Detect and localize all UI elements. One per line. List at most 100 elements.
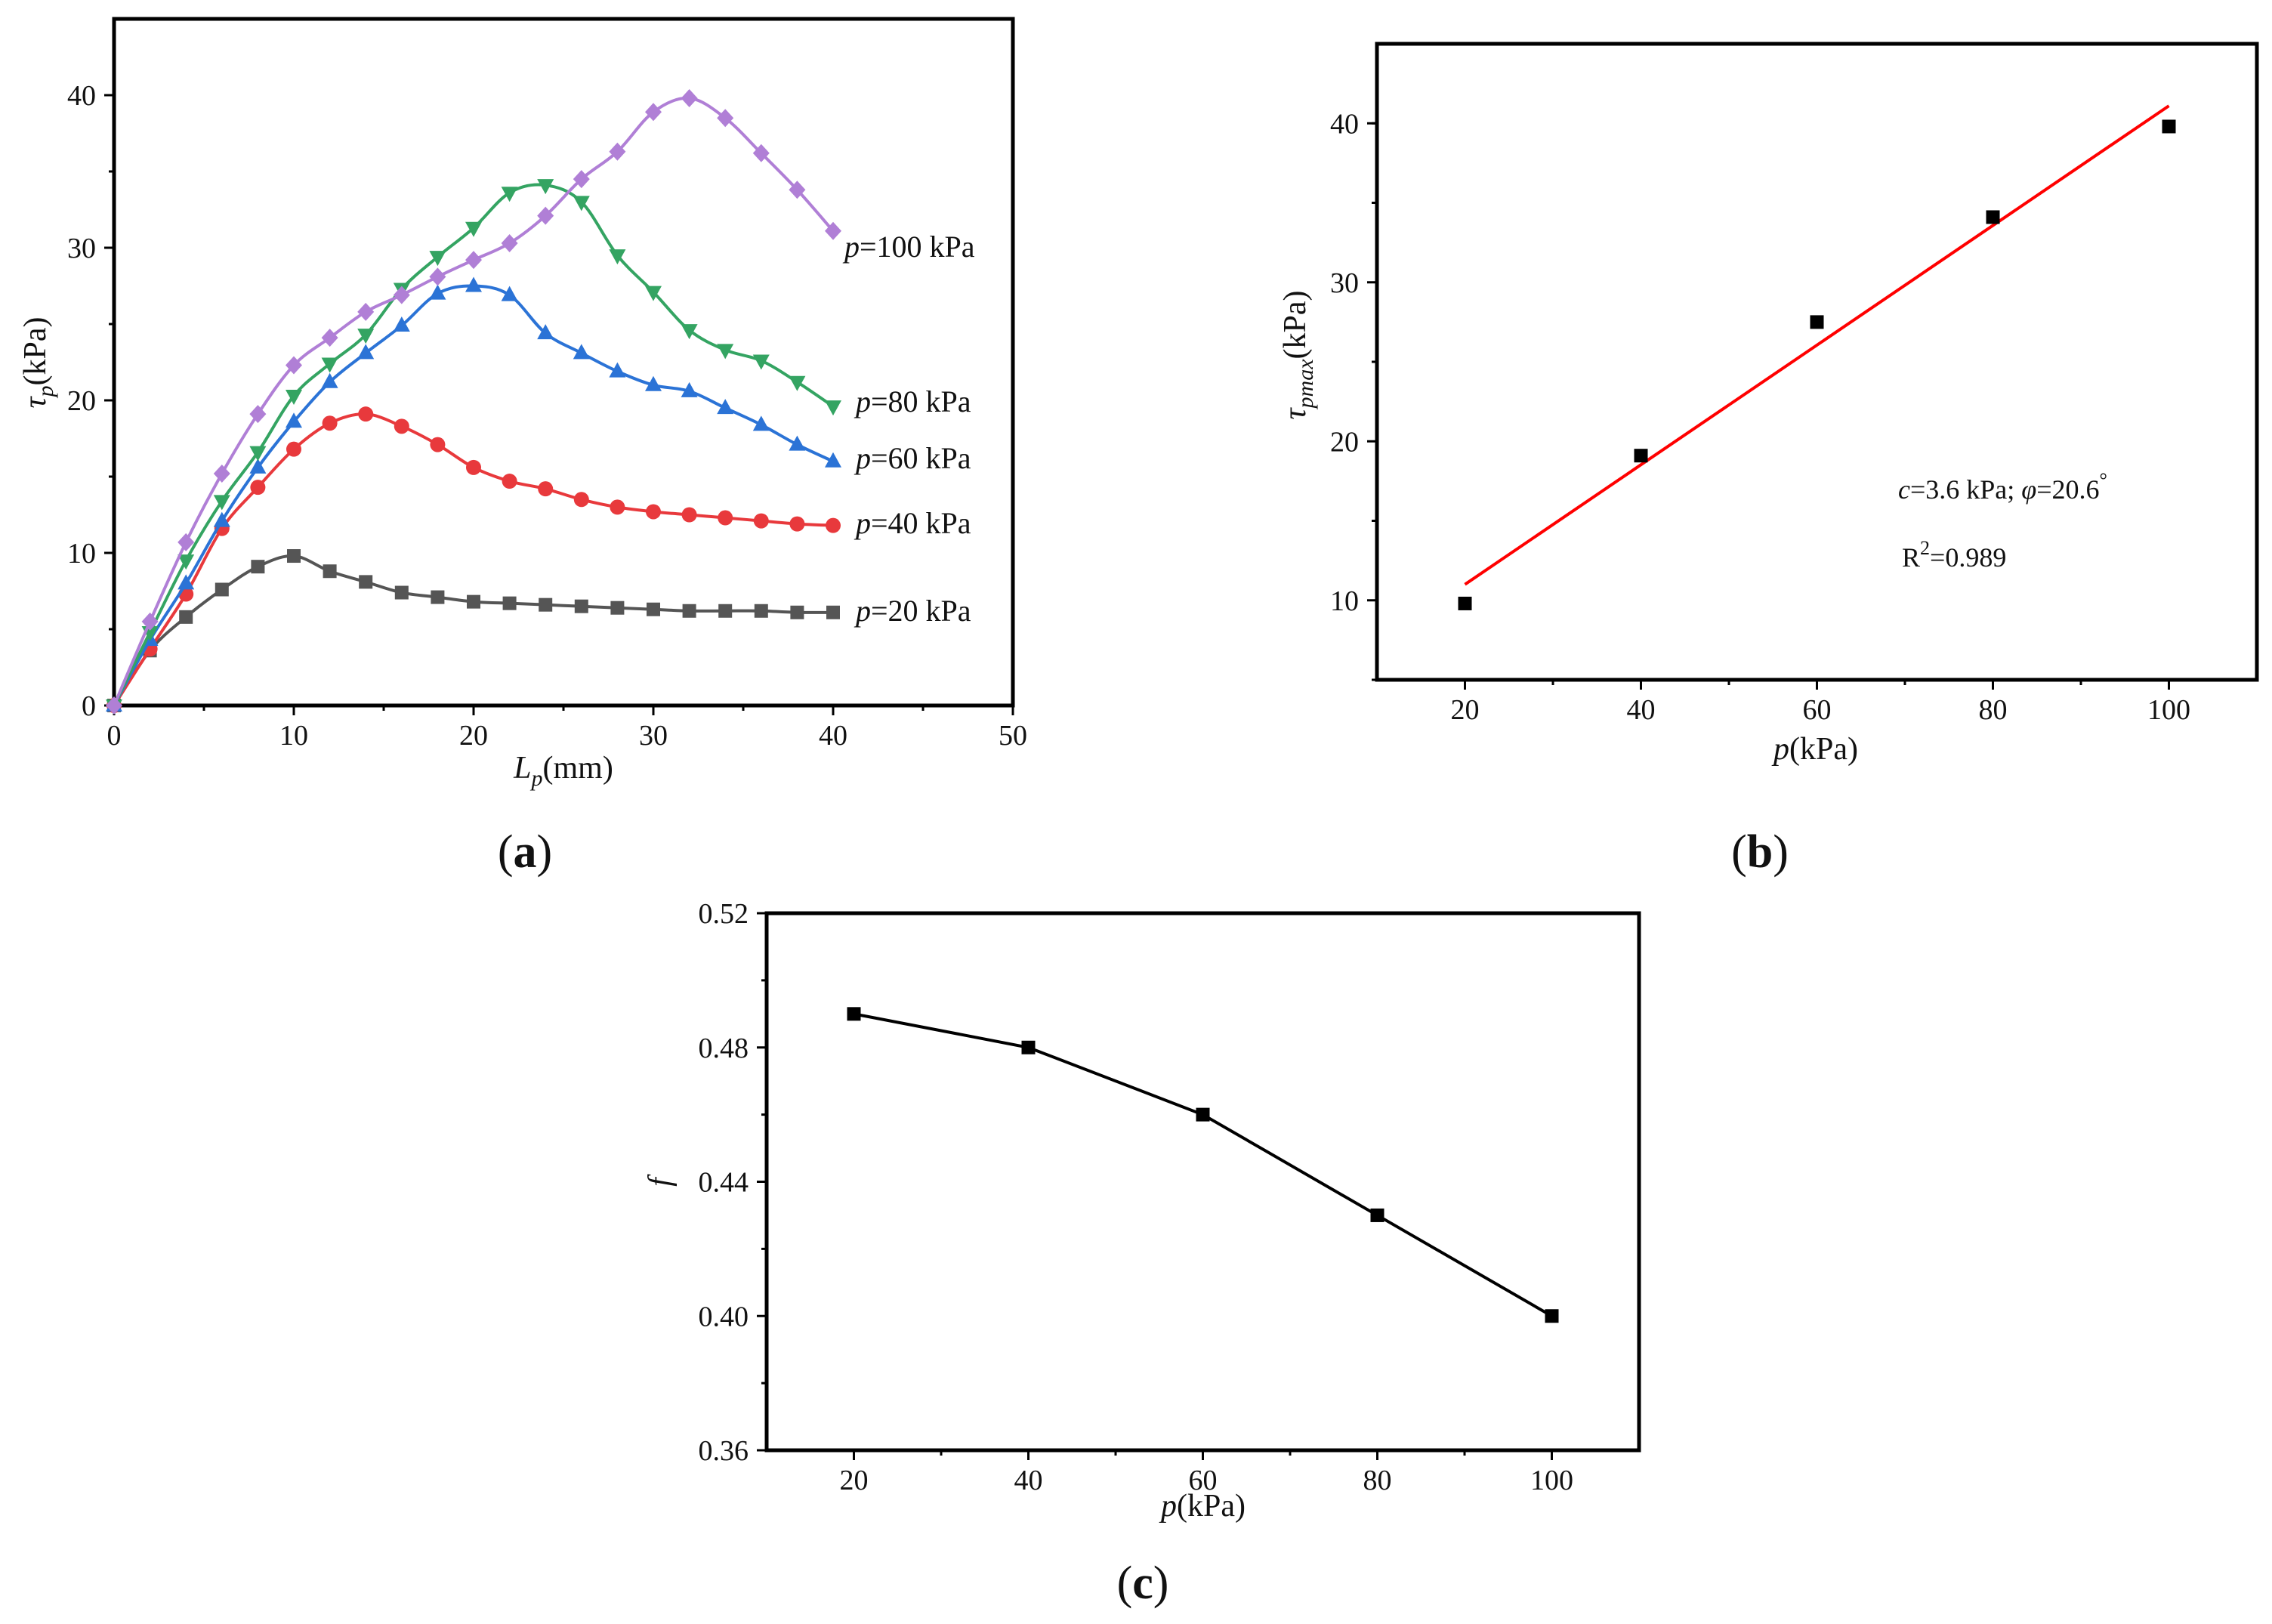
panel-c-ticks: 20 40 60 80 100 0.36 0.40 0.44 0.48 0.52 xyxy=(699,898,1574,1496)
y-tick-label: 0.36 xyxy=(699,1435,749,1467)
panel-c-y-axis-title: f xyxy=(643,1174,678,1187)
data-point xyxy=(717,109,734,128)
panel-c-x-axis-title: p(kPa) xyxy=(1159,1489,1246,1524)
data-point xyxy=(717,344,734,360)
data-point xyxy=(323,564,337,579)
y-tick-label: 40 xyxy=(67,80,96,112)
data-point xyxy=(752,415,770,431)
data-point xyxy=(789,516,805,532)
x-tick-label: 50 xyxy=(999,720,1027,752)
data-point xyxy=(465,221,482,237)
series-label: p=100 kPa xyxy=(842,230,975,264)
data-point xyxy=(1458,596,1472,610)
data-point xyxy=(681,324,698,340)
panel-a-label: (a) xyxy=(498,826,552,878)
data-point xyxy=(681,507,697,523)
data-point xyxy=(537,179,554,195)
x-tick-label: 40 xyxy=(1014,1465,1043,1496)
panel-a-x-axis-title: Lp(mm) xyxy=(513,751,613,791)
data-point xyxy=(538,481,554,497)
x-tick-label: 10 xyxy=(279,720,308,752)
data-point xyxy=(321,357,338,373)
data-point xyxy=(357,344,375,360)
data-point xyxy=(825,221,841,240)
data-point xyxy=(393,316,410,332)
data-point xyxy=(610,499,625,515)
x-tick-label: 0 xyxy=(107,720,122,752)
data-point xyxy=(752,144,770,162)
data-point xyxy=(501,187,518,202)
panel-c-plot-frame xyxy=(764,911,1641,1453)
panel-c-marks xyxy=(847,1007,1559,1323)
y-tick-label: 0.52 xyxy=(699,898,749,930)
data-point xyxy=(645,375,662,391)
x-tick-label: 40 xyxy=(1627,694,1656,726)
panel-a-ticks: 0 10 20 30 40 50 0 10 20 30 40 xyxy=(67,80,1027,752)
data-point xyxy=(394,418,409,434)
fit-line xyxy=(1464,104,2170,586)
y-tick-label: 10 xyxy=(67,538,96,570)
data-point xyxy=(752,354,770,370)
series-label: p=80 kPa xyxy=(854,384,971,418)
data-point xyxy=(178,533,195,551)
y-tick-label: 0.48 xyxy=(699,1033,749,1064)
data-point xyxy=(610,601,625,615)
data-point xyxy=(465,276,482,292)
panel-a-y-axis-title: τp(kPa) xyxy=(18,316,58,408)
data-point xyxy=(753,513,769,529)
series-line xyxy=(854,1012,1553,1317)
data-point xyxy=(429,251,446,267)
data-point xyxy=(213,464,230,483)
data-point xyxy=(430,437,446,452)
panel-b-ticks: 20 40 60 80 100 10 20 30 40 xyxy=(1330,108,2190,726)
data-point xyxy=(250,480,266,496)
data-point xyxy=(609,142,626,161)
data-point xyxy=(213,495,230,511)
x-tick-label: 60 xyxy=(1189,1465,1218,1496)
data-point xyxy=(789,375,806,391)
panel-b: 20 40 60 80 100 10 20 30 40 p(kPa) τpmax(kPa) c=… xyxy=(1278,42,2259,878)
data-point xyxy=(179,610,193,624)
data-point xyxy=(681,89,698,108)
data-point xyxy=(847,1007,861,1021)
series-line-40-kpa xyxy=(113,412,834,707)
y-tick-label: 20 xyxy=(1330,426,1359,458)
data-point xyxy=(646,504,661,520)
panel-c-label: (c) xyxy=(1117,1558,1169,1609)
data-point xyxy=(789,181,806,199)
data-point xyxy=(286,441,301,457)
data-point xyxy=(215,582,229,597)
x-tick-label: 60 xyxy=(1803,694,1832,726)
series-label: p=60 kPa xyxy=(854,441,971,475)
data-point xyxy=(645,103,662,122)
data-point xyxy=(358,406,374,422)
data-point xyxy=(287,549,301,563)
panel-b-annotation-params: c=3.6 kPa; φ=20.6° xyxy=(1898,469,2107,505)
data-point xyxy=(466,459,481,475)
data-point xyxy=(609,362,626,378)
panel-b-annotation-r2: R2=0.989 xyxy=(1902,537,2006,573)
series-line-100-kpa xyxy=(113,96,835,706)
data-point xyxy=(249,458,267,474)
series-line-20-kpa xyxy=(113,554,834,707)
y-tick-label: 0.40 xyxy=(699,1301,749,1332)
data-point xyxy=(1545,1309,1559,1323)
data-point xyxy=(178,574,195,590)
data-point xyxy=(431,590,445,604)
data-point xyxy=(213,511,230,527)
data-point xyxy=(539,597,553,612)
data-point xyxy=(502,596,517,610)
data-point xyxy=(2162,119,2176,134)
data-point xyxy=(286,356,302,375)
data-point xyxy=(717,399,734,415)
data-point xyxy=(573,492,589,508)
data-point xyxy=(249,446,267,462)
panel-a-series-labels: p=20 kPa p=40 kPa p=60 kPa p=80 kPa p=100 kP… xyxy=(842,230,975,628)
data-point xyxy=(502,474,517,489)
panel-a: 0 10 20 30 40 50 0 10 20 30 40 Lp(mm) τp(kPa) p=20… xyxy=(18,17,1027,878)
y-tick-label: 40 xyxy=(1330,108,1359,140)
data-point xyxy=(501,286,518,301)
y-tick-label: 0.44 xyxy=(699,1167,749,1199)
y-tick-label: 20 xyxy=(67,385,96,417)
